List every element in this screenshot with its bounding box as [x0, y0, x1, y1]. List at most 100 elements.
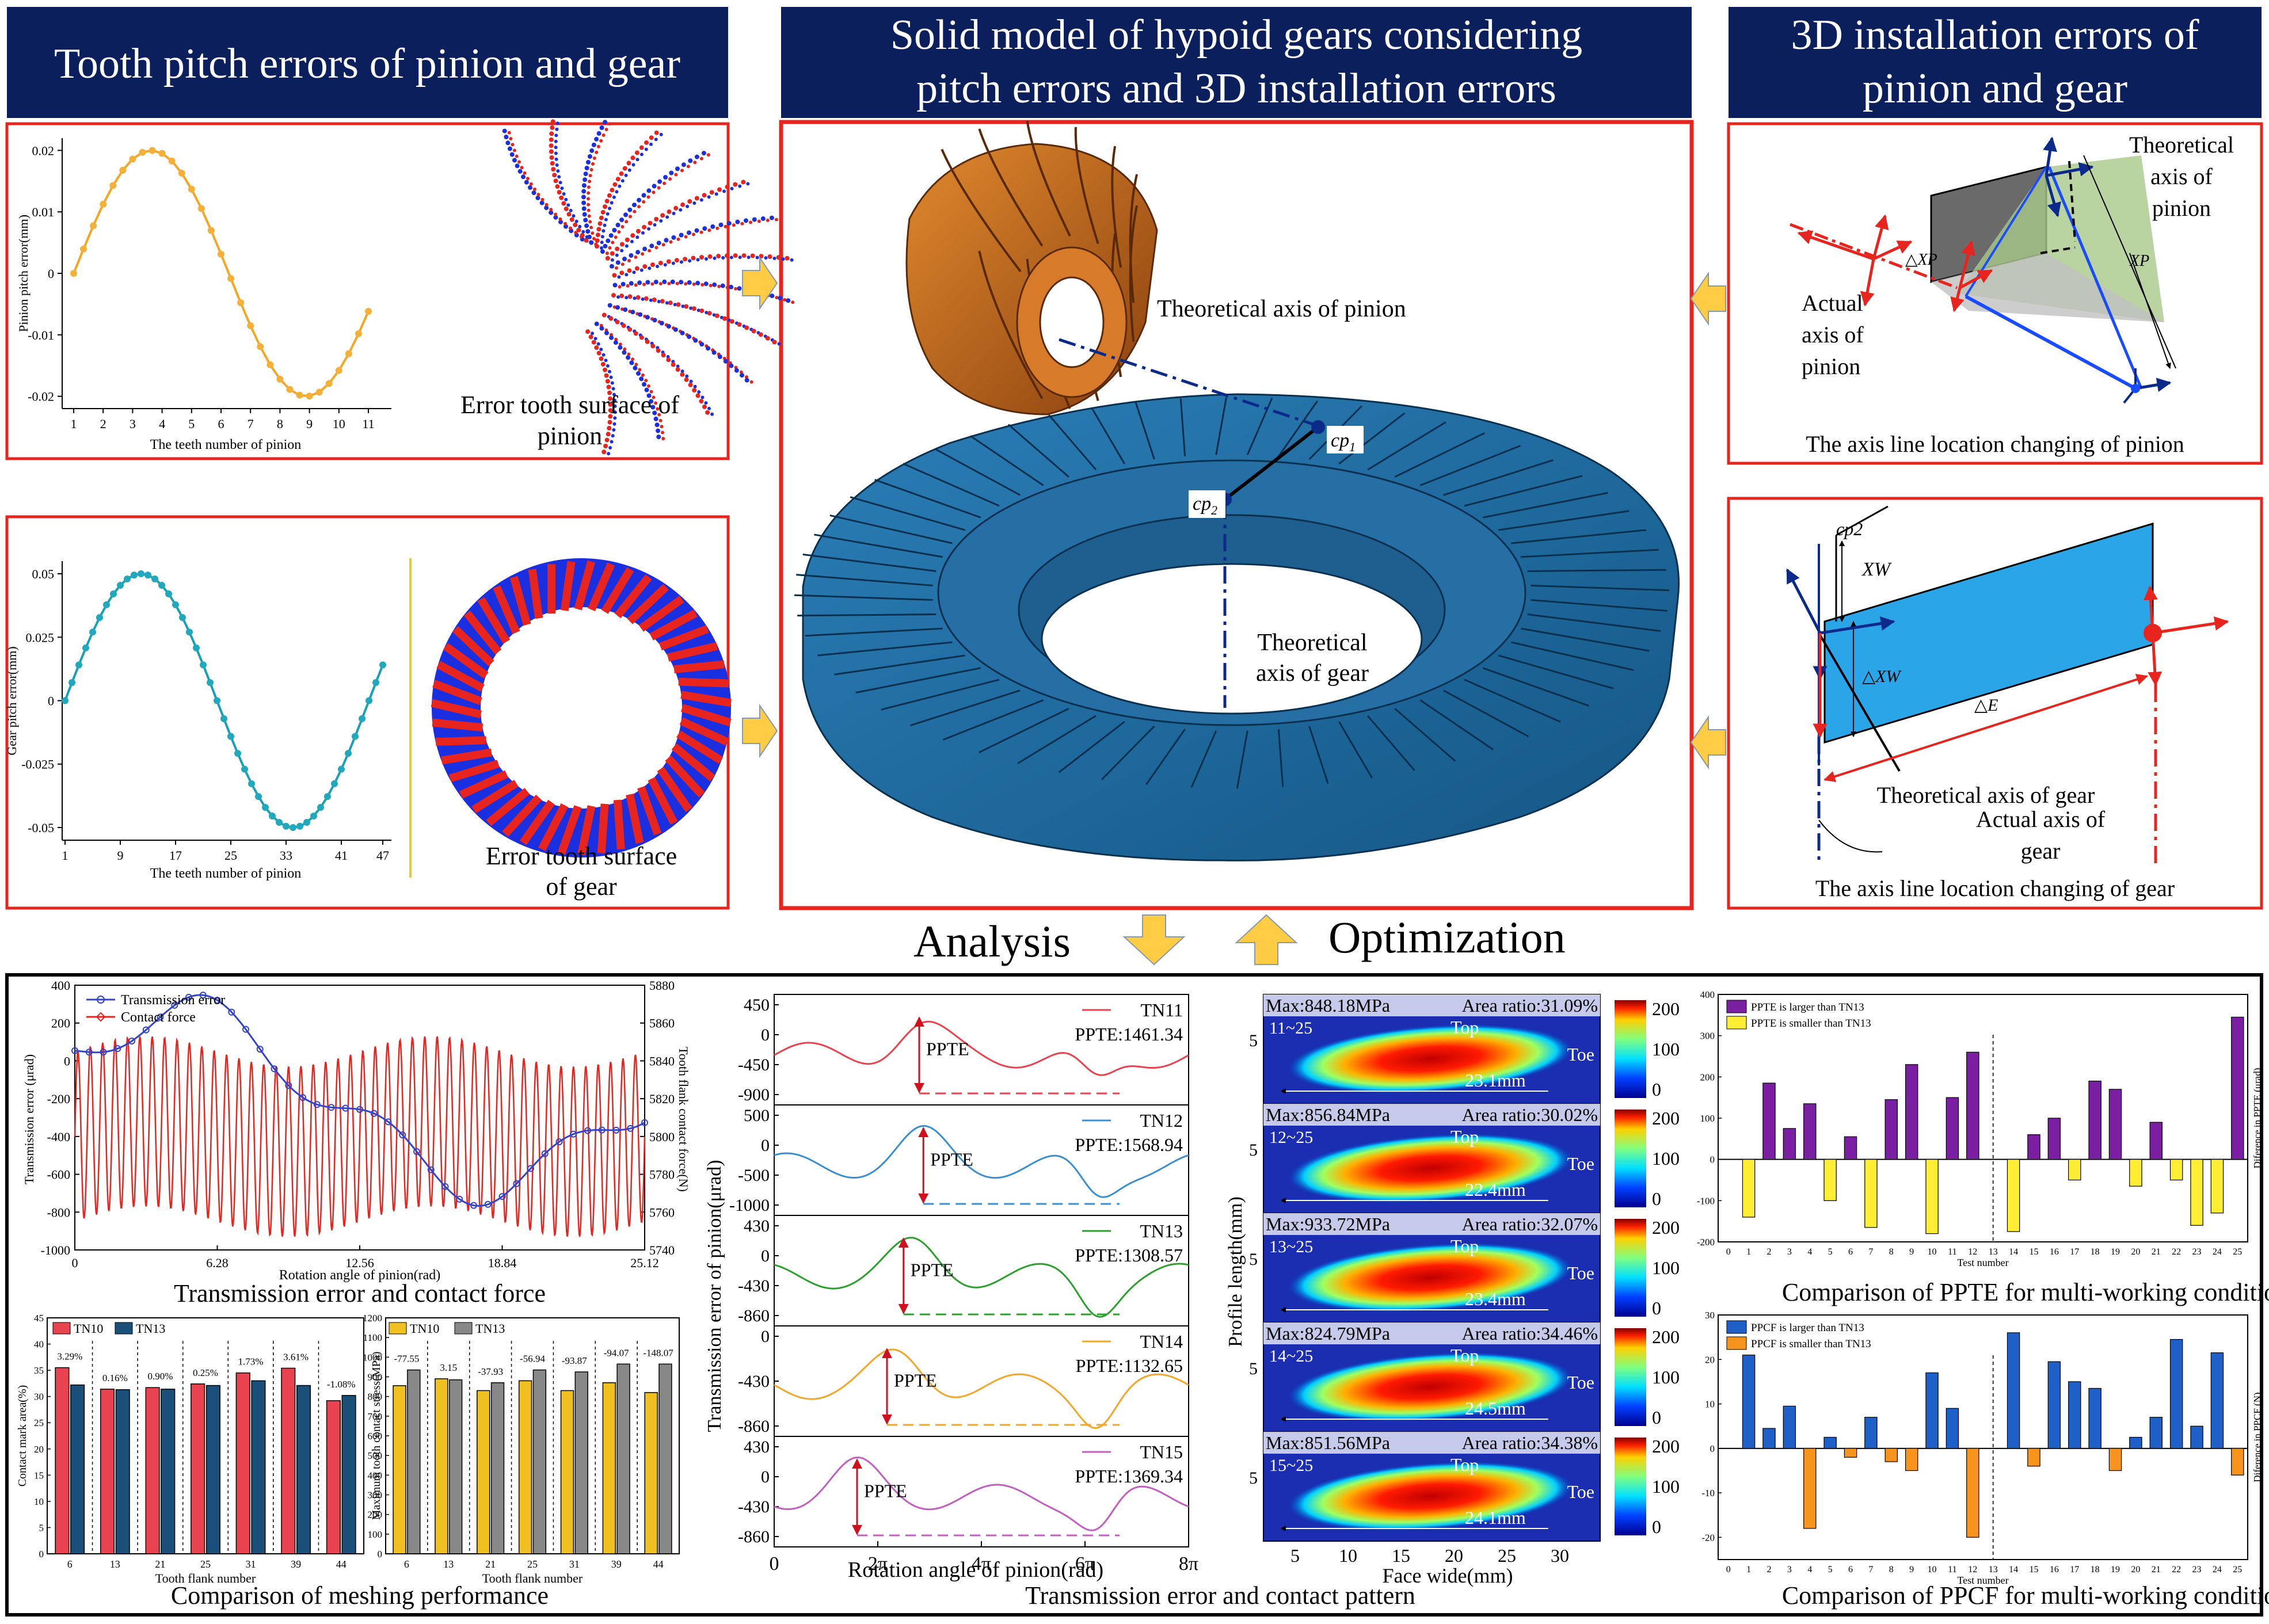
- ppte-caption: Comparison of PPTE for multi-working con…: [1782, 1278, 2269, 1306]
- diff-bar: [1823, 1436, 1837, 1449]
- te-point: [612, 1126, 620, 1134]
- mesh-left-xlabel: Tooth flank number: [155, 1571, 256, 1585]
- pinion-surface-dot: [601, 312, 607, 318]
- pinion-surface-dot: [694, 154, 699, 159]
- diff-xtick-label: 24: [2213, 1247, 2222, 1257]
- pinion-surface-dot: [637, 197, 642, 203]
- diff-bar: [2027, 1448, 2040, 1467]
- te-point: [513, 1180, 520, 1187]
- pinion-surface-dot: [701, 283, 705, 287]
- gear-tooth: [1442, 689, 1529, 738]
- pinion-surface-dot: [791, 300, 795, 304]
- gear-ring-tooth: [441, 748, 492, 765]
- pinion-surface-dot: [576, 227, 581, 232]
- te-series-line: [774, 1348, 1189, 1429]
- mesh-bar-tn13: [296, 1385, 311, 1554]
- pinion-surface-dot: [596, 350, 601, 356]
- pinion-surface-dot: [636, 228, 641, 234]
- diff-bar: [2007, 1159, 2020, 1232]
- diff-xtick-label: 6: [1848, 1565, 1853, 1575]
- pinion-surface-dot: [637, 205, 641, 209]
- contact-xtick-label: 5: [1290, 1545, 1300, 1566]
- pinion-surface-dot: [722, 189, 726, 193]
- pinion-surface-dot: [649, 243, 654, 249]
- pinion-surface-dot: [668, 177, 672, 181]
- diff-xtick-label: 24: [2213, 1565, 2222, 1575]
- pinion-surface-dot: [515, 154, 519, 158]
- pinion-chart-xticks: 1 2 3 4 5 6 7 8 9 10 11: [71, 409, 375, 431]
- pinion-surface-dot: [609, 375, 613, 379]
- pinion-surface-dot: [610, 251, 615, 256]
- te-subplot-ytick-label: -860: [738, 1306, 770, 1325]
- pinion-error-point: [119, 166, 127, 174]
- gear-tooth: [1443, 459, 1554, 496]
- pinion-install-panel-frame: [1727, 122, 2263, 465]
- diff-ytick-label: -200: [1697, 1237, 1715, 1248]
- te-subplot-ytick-label: 0: [761, 1026, 770, 1044]
- colorbar-tick: 200: [1652, 1217, 1680, 1238]
- pinion-surface-dot: [745, 375, 748, 379]
- pinion-surface-dot: [701, 395, 705, 399]
- pinion-surface-dot: [554, 134, 558, 138]
- diff-xtick-label: 13: [1989, 1247, 1998, 1257]
- contact-max: Max:933.72MPa: [1266, 1214, 1390, 1234]
- pinion-surface-dot: [616, 295, 620, 299]
- mesh-bar-tn10: [55, 1367, 70, 1554]
- te-subplot-ytick-label: -1000: [729, 1196, 770, 1215]
- pinion-surface-dot: [607, 193, 612, 198]
- pinion-surface-dot: [600, 246, 603, 250]
- pinion-surface-dot: [706, 153, 710, 157]
- te-xtick-label: 25.12: [630, 1256, 659, 1270]
- pinion-surface-caption-2: pinion: [538, 422, 602, 450]
- te-subplot-ytick-label: 450: [744, 996, 770, 1015]
- pinion-tooth: [978, 128, 1044, 247]
- pinion-surface-dot: [612, 195, 616, 199]
- mesh-left-legend-tn13: TN13: [136, 1321, 165, 1336]
- gear-tooth: [1531, 584, 1669, 592]
- pinion-surface-dot: [553, 178, 558, 184]
- pinion-surface-dot: [650, 282, 654, 286]
- pinion-surface-dot: [603, 204, 607, 209]
- pinion-surface-dot: [572, 214, 576, 218]
- pinion-surface-dot: [619, 293, 625, 299]
- colorbar-tick: 0: [1652, 1298, 1661, 1318]
- pinion-surface-dot: [737, 322, 742, 327]
- pinion-surface-dot: [645, 339, 650, 344]
- pinion-surface-dot: [660, 213, 665, 218]
- header-solid-model: Solid model of hypoid gears considering …: [781, 7, 1692, 118]
- diff-ytick-label: -20: [1701, 1532, 1715, 1543]
- gear-error-point: [138, 570, 144, 578]
- transmission-error-line: [74, 994, 645, 1207]
- pinion-surface-dot: [608, 414, 613, 419]
- te-ppte-value: PPTE:1369.34: [1075, 1466, 1183, 1486]
- contact-length: 24.1mm: [1465, 1507, 1526, 1528]
- te-series-line: [774, 1020, 1189, 1076]
- diff-ytick-label: 200: [1700, 1072, 1715, 1082]
- pinion-surface-dot: [622, 257, 627, 261]
- pinion-error-point: [109, 182, 117, 189]
- pinion-surface-dot: [581, 206, 587, 211]
- diff-xtick-label: 14: [2009, 1565, 2018, 1575]
- te-subplot-ytick-label: -860: [738, 1527, 770, 1546]
- pinion-surface-dot: [536, 193, 540, 196]
- pinion-surface-dot: [669, 170, 674, 176]
- pinion-surface-dot: [654, 130, 659, 135]
- pinion-surface-dot: [612, 422, 616, 426]
- contact-header-band: [1263, 1213, 1600, 1235]
- pinion-surface-dot: [611, 241, 615, 245]
- contact-toe: Toe: [1567, 1153, 1594, 1174]
- mesh-bar-tn10: [560, 1390, 574, 1554]
- pinion-pitch-error-points: [70, 147, 372, 400]
- pinion-surface-dot: [618, 342, 622, 346]
- gear-ring-tooth: [665, 755, 705, 798]
- gear-ring-tooth: [528, 569, 543, 619]
- pinion-surface-dot: [642, 283, 646, 287]
- pinion-surface-dot: [608, 207, 611, 211]
- diff-bar: [1966, 1448, 1979, 1538]
- pinion-surface-dot: [644, 140, 649, 145]
- gear-xtick-label: 1: [62, 848, 68, 863]
- pinion-error-point: [286, 386, 294, 393]
- diff-xtick-label: 25: [2233, 1565, 2242, 1575]
- gear-error-point: [283, 822, 290, 830]
- pinion-error-point: [247, 322, 254, 329]
